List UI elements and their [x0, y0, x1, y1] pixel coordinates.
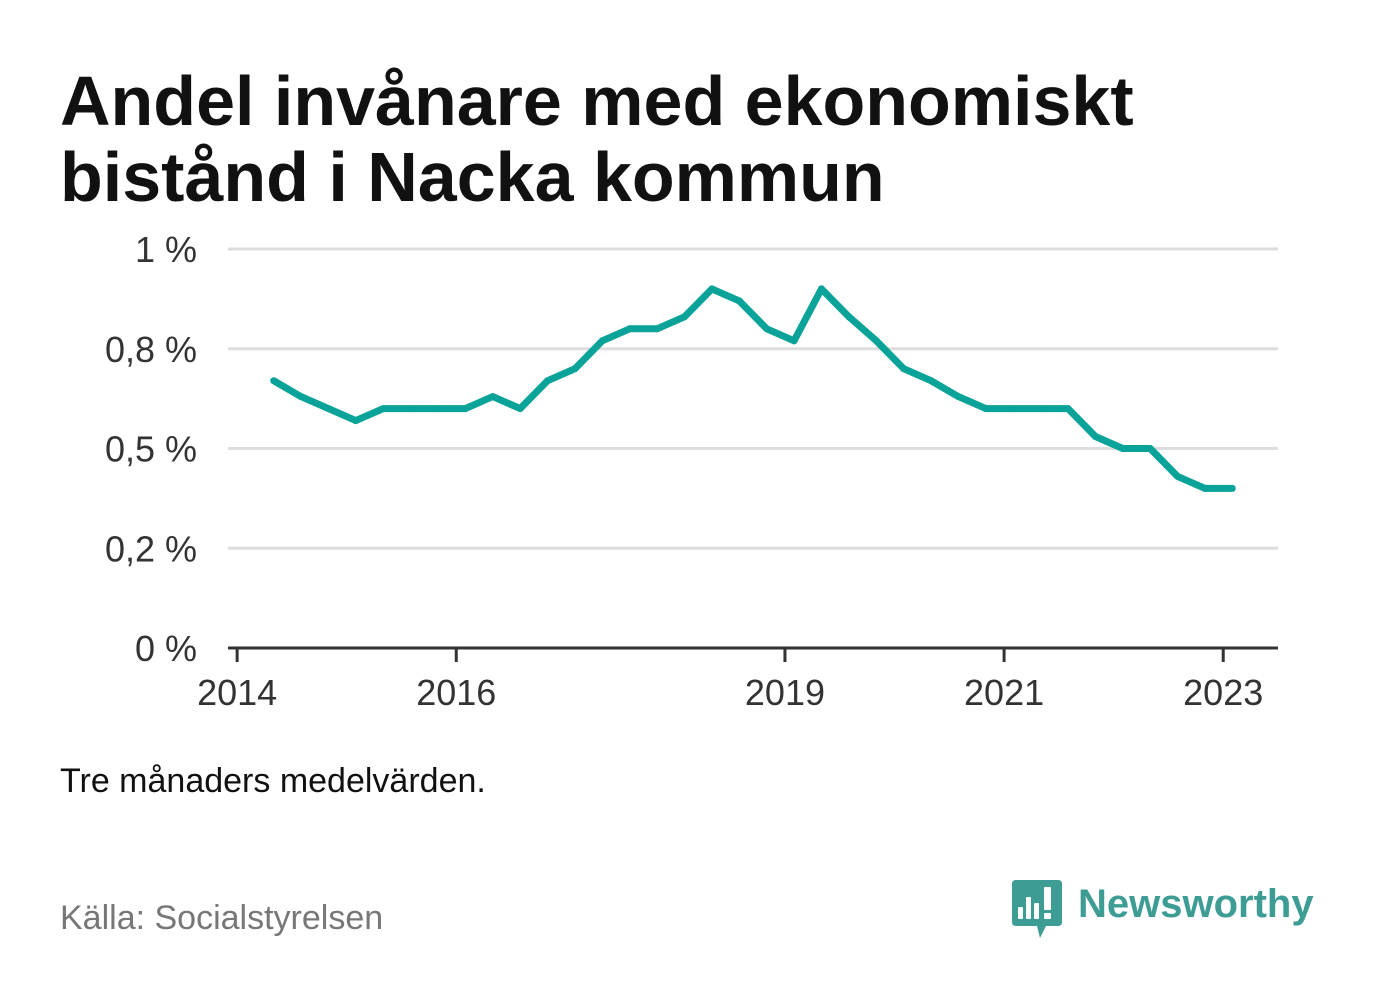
data-point	[845, 313, 853, 321]
data-point	[1064, 405, 1072, 413]
series-line	[271, 285, 1233, 492]
data-point	[653, 325, 661, 333]
data-point	[900, 365, 908, 373]
y-tick-label: 0,8 %	[105, 329, 197, 370]
data-point	[954, 393, 962, 401]
x-tick-label: 2023	[1183, 672, 1263, 713]
data-point	[681, 313, 688, 321]
data-point	[872, 337, 880, 345]
data-point	[626, 325, 634, 333]
data-point	[735, 297, 743, 305]
y-tick-label: 0,2 %	[105, 528, 197, 569]
logo-exclamation-bar	[1044, 887, 1051, 910]
data-point	[1119, 445, 1127, 452]
data-point	[927, 377, 935, 385]
data-point	[324, 405, 332, 413]
newsworthy-logo-icon	[1012, 880, 1062, 938]
x-tick-label: 2021	[964, 672, 1044, 713]
y-tick-label: 1 %	[135, 229, 197, 270]
y-tick-label: 0,5 %	[105, 429, 197, 470]
data-point	[1228, 484, 1236, 492]
data-point	[708, 285, 716, 293]
data-point	[1174, 472, 1182, 480]
data-point	[516, 405, 524, 413]
series	[270, 285, 1236, 492]
data-point	[352, 417, 360, 425]
newsworthy-logo: Newsworthy	[1012, 878, 1332, 942]
x-tick-label: 2016	[416, 672, 496, 713]
gridlines	[228, 247, 1278, 550]
source-credit: Källa: Socialstyrelsen	[60, 899, 384, 937]
chart-note: Tre månaders medelvärden.	[60, 762, 486, 800]
chart-title: Andel invånare med ekonomiskt bistånd i …	[60, 62, 1134, 216]
data-point	[270, 377, 278, 385]
data-point	[407, 405, 415, 413]
y-axis-labels: 0 % 0,2 % 0,5 % 0,8 % 1 %	[105, 229, 197, 669]
data-point	[544, 377, 552, 385]
data-point	[763, 325, 771, 333]
data-point	[1009, 405, 1017, 413]
data-point	[571, 365, 579, 373]
data-point	[461, 405, 469, 413]
data-point	[1091, 433, 1099, 440]
data-point	[818, 285, 825, 293]
data-point	[598, 337, 606, 345]
data-point	[1146, 445, 1154, 452]
brand-name: Newsworthy	[1078, 882, 1314, 926]
logo-bar	[1034, 903, 1039, 919]
data-point	[1201, 484, 1209, 492]
data-point	[982, 405, 990, 413]
data-point	[1037, 405, 1045, 413]
data-point	[489, 393, 497, 401]
data-point	[379, 405, 387, 413]
data-point	[790, 337, 798, 345]
line-chart: 0 %0,2 %0,5 %0,8 %1 % 2014 2016 2019 2021 20…	[105, 229, 1278, 713]
y-tick-label: 0 %	[135, 628, 197, 669]
x-axis: 2014 2016 2019 2021 2023	[197, 646, 1278, 713]
logo-bar	[1018, 907, 1023, 919]
logo-exclamation-dot	[1044, 913, 1051, 919]
x-tick-label: 2019	[745, 672, 825, 713]
logo-bar	[1026, 897, 1031, 919]
x-tick-label: 2014	[197, 672, 277, 713]
data-point	[297, 393, 305, 401]
data-point	[434, 405, 442, 413]
